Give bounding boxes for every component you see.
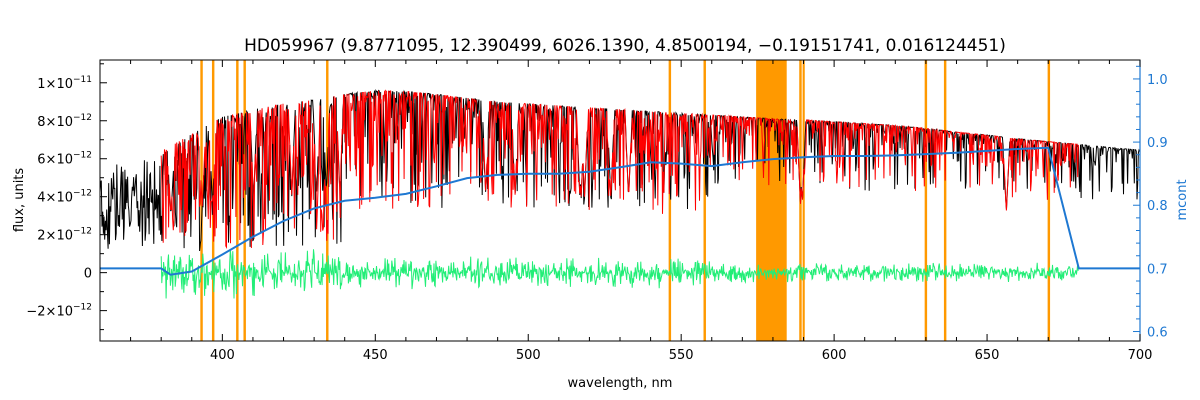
- plot-area: [100, 60, 1140, 341]
- residual-line: [160, 249, 1079, 299]
- masked-bands: [200, 60, 1051, 341]
- x-tick-label: 700: [1128, 348, 1153, 363]
- masked-band-4: [326, 60, 329, 341]
- left-y-axis: −2×10−12 0 2×10−12 4×10−12 6×10−12 8×10−12 1×1…: [26, 63, 107, 331]
- y-tick-label: 8×10−12: [37, 113, 92, 130]
- y-tick-label: 2×10−12: [37, 227, 92, 244]
- masked-band-3: [243, 60, 246, 341]
- masked-band-6: [703, 60, 706, 341]
- y-tick-label: −2×10−12: [26, 303, 92, 320]
- y-axis-title: flux, units: [12, 168, 27, 233]
- x-tick-label: 600: [822, 348, 847, 363]
- y2-tick-label: 0.8: [1147, 199, 1168, 214]
- plot-frame: [99, 59, 1141, 342]
- x-axis: 400 450 500 550 600 650 700: [99, 60, 1153, 363]
- right-y-axis: 0.6 0.7 0.8 0.9 1.0: [1133, 65, 1168, 341]
- masked-band-9: [802, 60, 805, 341]
- y2-tick-label: 0.6: [1147, 326, 1168, 341]
- y-tick-label: 0: [84, 267, 92, 282]
- x-tick-label: 500: [516, 348, 541, 363]
- chart-title: HD059967 (9.8771095, 12.390499, 6026.139…: [244, 36, 1006, 56]
- x-tick-label: 650: [975, 348, 1000, 363]
- x-tick-label: 400: [210, 348, 235, 363]
- y2-tick-label: 0.7: [1147, 262, 1168, 277]
- masked-band-10: [924, 60, 928, 341]
- masked-band-7: [756, 60, 787, 341]
- y2-axis-title: mcont: [1175, 179, 1190, 220]
- masked-band-2: [236, 60, 239, 341]
- x-tick-label: 450: [363, 348, 388, 363]
- masked-band-5: [668, 60, 672, 341]
- y-tick-label: 4×10−12: [37, 189, 92, 206]
- y2-tick-label: 1.0: [1147, 73, 1168, 88]
- masked-band-11: [943, 60, 947, 341]
- x-axis-title: wavelength, nm: [568, 376, 673, 391]
- y2-tick-label: 0.9: [1147, 136, 1168, 151]
- mcont-curve: [100, 146, 1140, 276]
- masked-band-12: [1047, 60, 1051, 341]
- residuals: [160, 249, 1079, 299]
- model-spectrum-line: [160, 89, 1079, 250]
- y-tick-label: 1×10−11: [37, 75, 92, 92]
- y-tick-label: 6×10−12: [37, 151, 92, 168]
- model-spectrum: [160, 89, 1079, 250]
- mcont-line: [100, 146, 1140, 276]
- x-tick-label: 550: [669, 348, 694, 363]
